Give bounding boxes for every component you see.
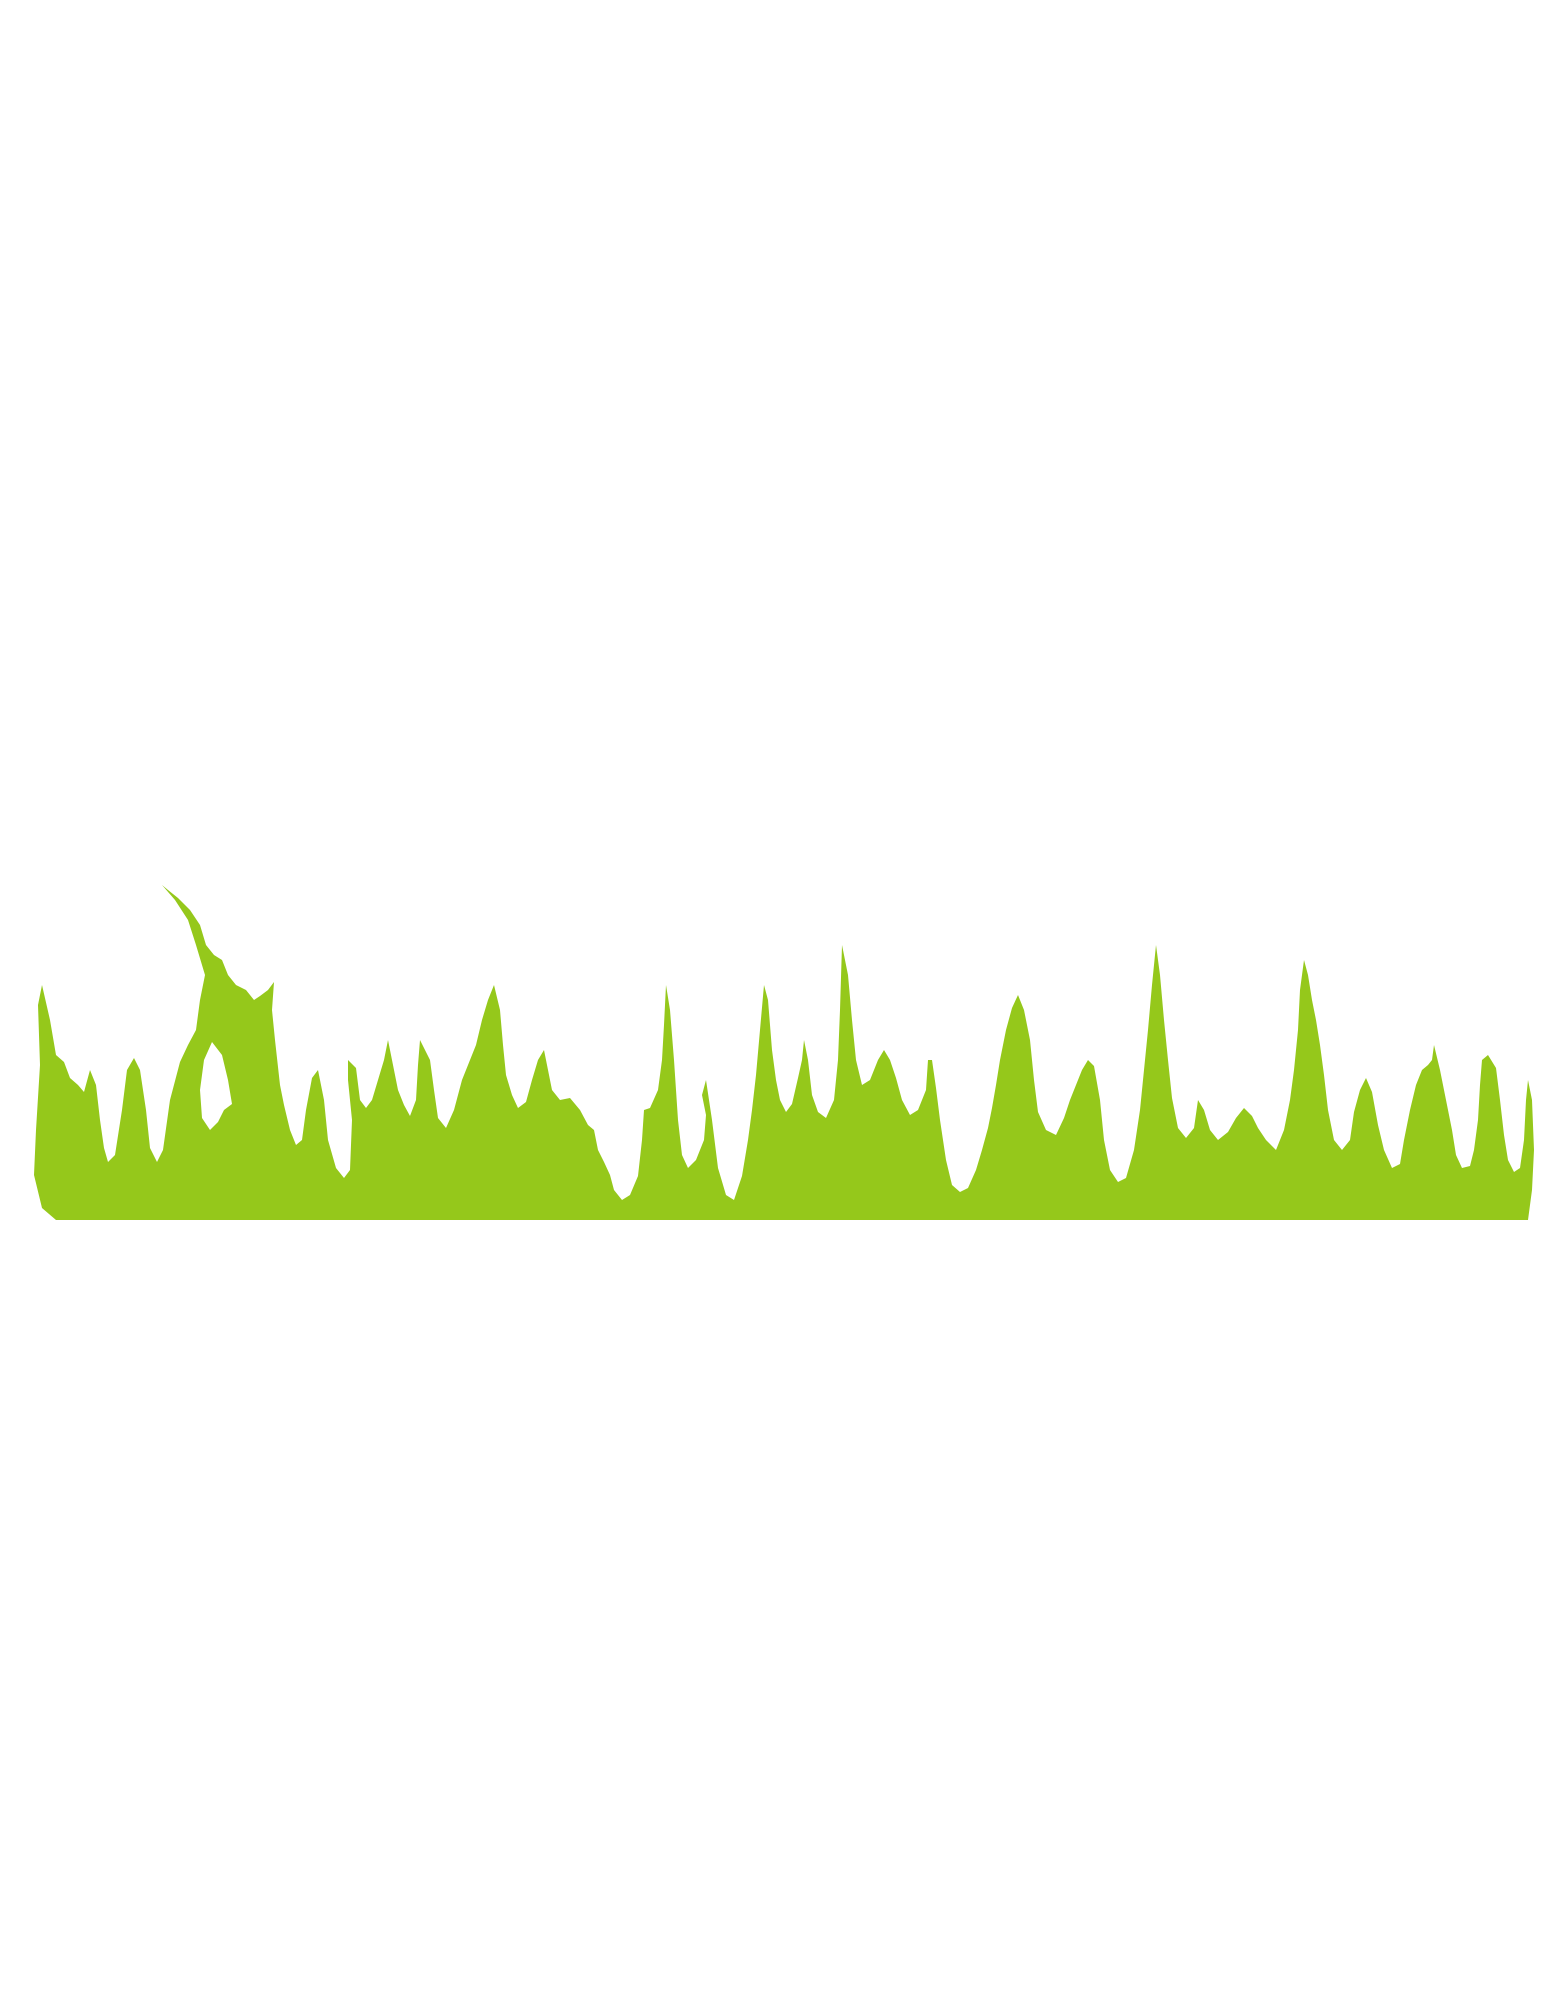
grass-gap: [200, 1042, 232, 1130]
grass-silhouette-icon: [34, 885, 1534, 1220]
grass-blades: [34, 885, 1534, 1220]
